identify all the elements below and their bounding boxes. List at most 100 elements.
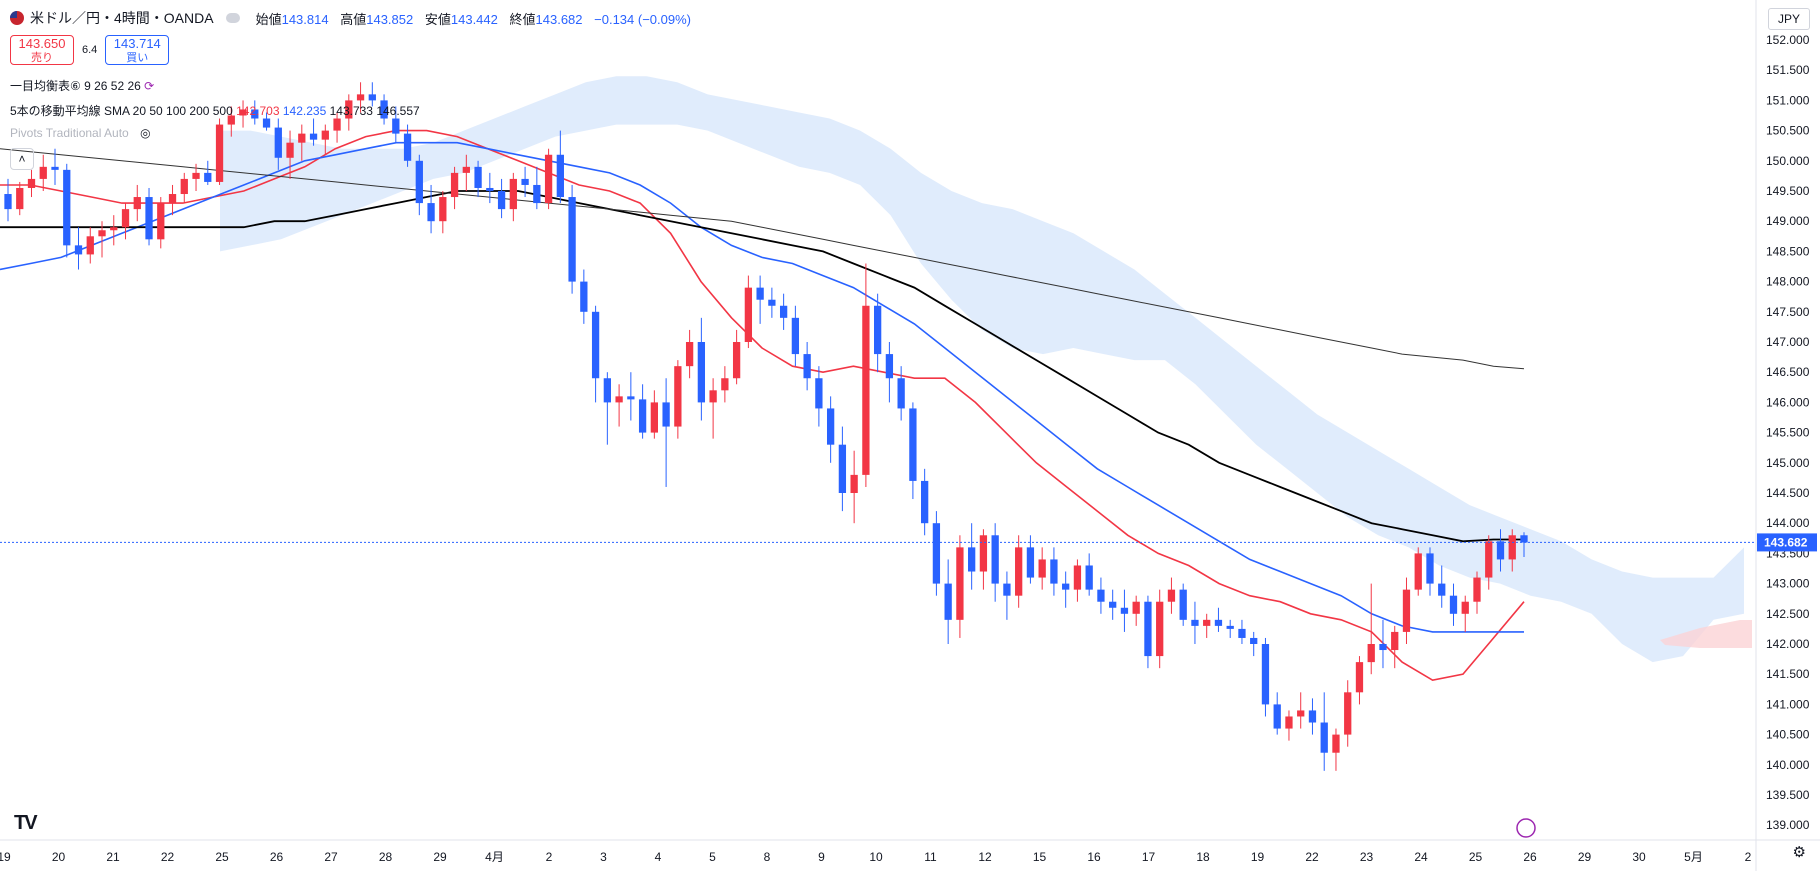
candle-body (1109, 601, 1117, 608)
candle-body (768, 299, 776, 306)
time-tick-label: 2 (1745, 850, 1752, 864)
candle-body (956, 547, 964, 620)
candle-body (98, 230, 106, 237)
sma-line (0, 141, 1524, 633)
candle-body (27, 178, 36, 188)
candle-body (497, 191, 506, 210)
sell-button[interactable]: 143.650 売り (10, 35, 74, 65)
time-tick-label: 4月 (485, 850, 504, 864)
candle-body (1261, 644, 1270, 705)
time-tick-label: 9 (818, 850, 825, 864)
sma20-value: 142.703 (236, 104, 280, 118)
candle-body (474, 166, 482, 188)
eye-hidden-icon[interactable]: ◎ (140, 126, 151, 140)
time-tick-label: 22 (161, 850, 175, 864)
price-axis: 152.000 151.500 151.000 150.500 150.000 149.5… (1755, 0, 1810, 871)
ichimoku-indicator-label[interactable]: 一目均衡表⑥ 9 26 52 26 ⟳ (10, 79, 155, 93)
ichimoku-cloud (220, 76, 1752, 663)
candle-body (509, 178, 517, 210)
lightning-event-icon (1516, 818, 1536, 838)
candlesticks (4, 82, 1528, 771)
candle-body (39, 166, 47, 179)
collapse-legend-button[interactable]: ˄ (10, 148, 34, 170)
candle-body (779, 305, 788, 318)
candle-body (1250, 637, 1258, 644)
candle-body (333, 118, 341, 131)
time-tick-label: 21 (106, 850, 120, 864)
candle-body (897, 378, 905, 409)
time-tick-label: 17 (1142, 850, 1156, 864)
candle-body (1438, 583, 1446, 596)
price-tick-label: 141.500 (1766, 667, 1810, 681)
tradingview-logo-icon: TV (14, 812, 38, 834)
candle-body (1449, 595, 1458, 614)
buy-button[interactable]: 143.714 買い (105, 35, 170, 65)
sma-line (0, 129, 1525, 682)
candle-body (615, 396, 623, 403)
candle-body (1238, 628, 1246, 638)
candle-body (180, 178, 188, 195)
price-tick-label: 142.500 (1766, 607, 1810, 621)
chart-legend: 米ドル／円・4時間・OANDA 始値143.814 高値143.852 安値14… (10, 8, 691, 28)
candle-body (874, 305, 882, 355)
candle-body (1402, 589, 1411, 632)
candle-body (803, 354, 811, 379)
candle-body (439, 197, 447, 222)
candle-body (1508, 535, 1516, 560)
candle-body (1320, 722, 1328, 753)
price-tick-label: 146.000 (1766, 395, 1810, 409)
price-tick-label: 144.500 (1766, 486, 1810, 500)
candle-body (627, 396, 635, 400)
candle-body (932, 523, 941, 584)
candle-body (1273, 704, 1281, 729)
price-tick-label: 147.000 (1766, 335, 1810, 349)
refresh-icon[interactable]: ⟳ (144, 79, 155, 93)
candle-body (1214, 619, 1223, 626)
candle-body (1496, 541, 1505, 560)
candle-body (133, 197, 141, 210)
price-tick-label: 148.000 (1766, 275, 1810, 289)
price-tick-label: 145.000 (1766, 456, 1810, 470)
candle-body (580, 281, 588, 312)
candle-body (1050, 559, 1058, 584)
candle-body (1038, 559, 1046, 578)
price-tick-label: 144.000 (1766, 516, 1810, 530)
candle-body (979, 535, 988, 572)
candle-body (1179, 589, 1187, 620)
candle-body (486, 187, 494, 191)
candle-body (991, 535, 999, 584)
price-tick-label: 139.500 (1766, 788, 1810, 802)
time-tick-label: 26 (1523, 850, 1537, 864)
candle-body (650, 402, 658, 433)
price-tick-label: 149.500 (1766, 184, 1810, 198)
candle-body (86, 236, 94, 255)
pivots-indicator-label[interactable]: Pivots Traditional Auto ◎ (10, 126, 151, 140)
candle-body (1144, 601, 1152, 657)
price-tick-label: 139.000 (1766, 818, 1810, 832)
time-tick-label: 15 (1033, 850, 1047, 864)
cloud-area (220, 76, 1744, 663)
price-tick-label: 140.000 (1766, 758, 1810, 772)
candle-body (1073, 565, 1082, 590)
candle-body (309, 133, 318, 140)
cloud-area-bull (1660, 620, 1752, 648)
sma-indicator-label[interactable]: 5本の移動平均線 SMA 20 50 100 200 500 142.703 1… (10, 104, 420, 118)
candle-body (1191, 619, 1199, 626)
currency-button[interactable]: JPY (1768, 8, 1810, 30)
candle-body (744, 287, 753, 342)
candle-body (568, 197, 576, 282)
time-tick-label: 5月 (1684, 850, 1703, 864)
candle-body (1203, 619, 1211, 626)
price-tick-label: 151.000 (1766, 93, 1810, 107)
candle-body (732, 342, 741, 379)
settings-gear-icon[interactable]: ⚙ (1792, 844, 1806, 861)
candle-body (1003, 583, 1011, 596)
candle-body (1414, 553, 1422, 590)
candle-body (1485, 541, 1493, 578)
candle-body (1379, 644, 1387, 651)
candle-body (1156, 601, 1164, 657)
symbol-title[interactable]: 米ドル／円・4時間・OANDA (30, 10, 214, 26)
time-tick-label: 27 (324, 850, 338, 864)
candle-body (204, 172, 212, 182)
